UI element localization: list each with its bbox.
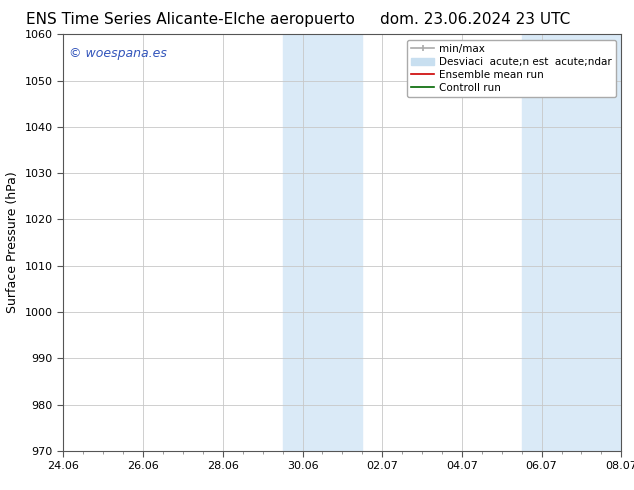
Bar [522,34,621,451]
Bar [283,34,362,451]
Text: ENS Time Series Alicante-Elche aeropuerto: ENS Time Series Alicante-Elche aeropuert… [26,12,354,27]
Text: dom. 23.06.2024 23 UTC: dom. 23.06.2024 23 UTC [380,12,571,27]
Legend: min/max, Desviaci  acute;n est  acute;ndar, Ensemble mean run, Controll run: min/max, Desviaci acute;n est acute;ndar… [407,40,616,97]
Text: © woespana.es: © woespana.es [69,47,167,60]
Y-axis label: Surface Pressure (hPa): Surface Pressure (hPa) [6,172,19,314]
